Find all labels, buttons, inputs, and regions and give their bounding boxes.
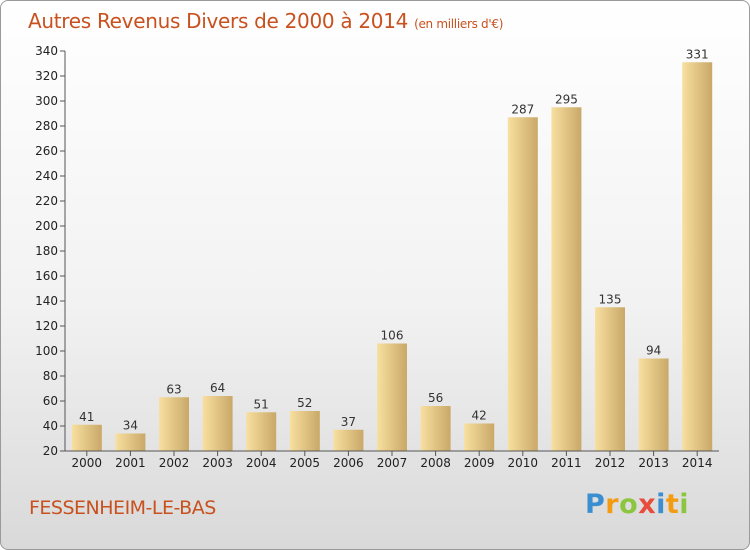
bar-2008 — [420, 406, 451, 451]
y-tick-label: 60 — [43, 394, 58, 408]
logo-letter: i — [679, 489, 690, 520]
bar-2005 — [289, 411, 320, 451]
y-tick-label: 260 — [35, 144, 58, 158]
y-tick-label: 320 — [35, 69, 58, 83]
data-label-2013: 94 — [646, 344, 661, 358]
bar-2000 — [71, 424, 102, 451]
x-tick-label-2011: 2011 — [551, 456, 582, 470]
data-label-2011: 295 — [555, 92, 578, 106]
x-tick-label-2010: 2010 — [508, 456, 539, 470]
x-tick-label-2001: 2001 — [115, 456, 146, 470]
y-tick-label: 340 — [35, 44, 58, 58]
data-label-2014: 331 — [686, 47, 709, 61]
data-label-2010: 287 — [511, 102, 534, 116]
x-tick-label-2007: 2007 — [377, 456, 408, 470]
logo-letter: r — [605, 489, 620, 520]
data-label-2012: 135 — [599, 292, 622, 306]
bar-2013 — [638, 358, 669, 451]
x-tick-label-2009: 2009 — [464, 456, 495, 470]
logo-letter: i — [656, 489, 666, 520]
bar-2012 — [595, 307, 625, 451]
y-tick-label: 200 — [35, 219, 58, 233]
title-text: Autres Revenus Divers de 2000 à 2014 — [28, 9, 409, 33]
bar-2009 — [464, 423, 495, 451]
y-tick-label: 300 — [35, 94, 58, 108]
y-tick-label: 120 — [35, 319, 58, 333]
bar-2002 — [159, 397, 189, 451]
bar-2003 — [202, 396, 233, 451]
x-tick-label-2003: 2003 — [202, 456, 233, 470]
x-tick-label-2002: 2002 — [159, 456, 190, 470]
bar-2010 — [507, 117, 538, 451]
bar-2004 — [246, 412, 277, 451]
y-tick-label: 100 — [35, 344, 58, 358]
x-tick-label-2012: 2012 — [595, 456, 626, 470]
y-tick-label: 80 — [43, 369, 58, 383]
y-tick-label: 20 — [43, 444, 58, 458]
data-label-2002: 63 — [166, 382, 181, 396]
x-tick-label-2000: 2000 — [72, 456, 103, 470]
x-axis: 2000 2001 2002 2003 2004 2005 2006 2007 2008 2009… — [65, 450, 719, 470]
x-tick-label-2013: 2013 — [638, 456, 669, 470]
bar-2001 — [115, 433, 146, 451]
data-label-2001: 34 — [123, 419, 138, 433]
chart-subtitle: (en milliers d'€) — [414, 17, 504, 31]
y-tick-label: 40 — [43, 419, 58, 433]
data-label-2006: 37 — [341, 415, 356, 429]
data-label-2004: 51 — [254, 397, 269, 411]
bar-2014 — [682, 62, 713, 451]
y-tick-label: 220 — [35, 194, 58, 208]
x-tick-label-2014: 2014 — [682, 456, 713, 470]
logo-letter: P — [585, 489, 606, 520]
bar-2006 — [333, 429, 364, 451]
data-label-2003: 64 — [210, 381, 225, 395]
bar-2011 — [551, 107, 582, 451]
logo-letter: o — [619, 489, 639, 520]
y-tick-label: 240 — [35, 169, 58, 183]
logo-letter: t — [665, 489, 680, 520]
data-label-2008: 56 — [428, 391, 443, 405]
y-axis: 20 40 60 80 100 120 140 160 180 200 220 240 260 280 30… — [35, 44, 66, 458]
place-name: FESSENHEIM-LE-BAS — [29, 497, 216, 519]
chart-title: Autres Revenus Divers de 2000 à 2014 (en … — [28, 9, 503, 33]
bar-2007 — [377, 343, 407, 451]
y-tick-label: 140 — [35, 294, 58, 308]
x-tick-label-2005: 2005 — [290, 456, 321, 470]
data-label-2009: 42 — [472, 409, 487, 423]
logo-letter: x — [638, 489, 657, 520]
data-label-2007: 106 — [381, 329, 404, 343]
x-tick-label-2008: 2008 — [420, 456, 451, 470]
x-tick-label-2004: 2004 — [246, 456, 277, 470]
data-label-2005: 52 — [297, 396, 312, 410]
x-tick-label-2006: 2006 — [333, 456, 364, 470]
y-tick-label: 160 — [35, 269, 58, 283]
bars-group: 41 34 63 64 51 52 37 106 56 42 287 295 135 94 331 — [71, 47, 713, 451]
y-tick-label: 180 — [35, 244, 58, 258]
y-tick-label: 280 — [35, 119, 58, 133]
proxiti-logo: Proxiti — [585, 489, 689, 520]
data-label-2000: 41 — [79, 410, 94, 424]
